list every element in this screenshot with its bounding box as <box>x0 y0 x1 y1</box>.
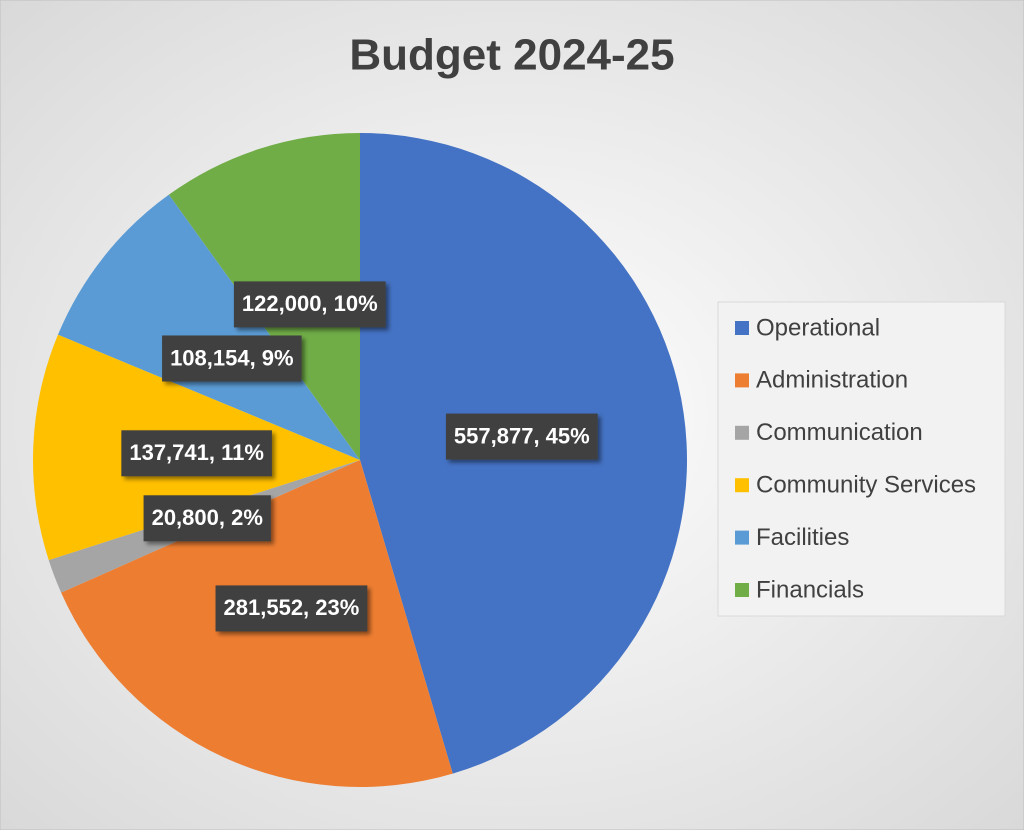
data-label-box <box>215 585 368 632</box>
legend-label: Administration <box>756 367 908 394</box>
legend-swatch <box>735 478 749 493</box>
data-label: 281,552, 23% <box>224 595 360 620</box>
data-label-box <box>121 430 272 477</box>
legend-swatch <box>735 425 749 440</box>
legend-swatch <box>735 530 749 545</box>
data-label-group: 137,741, 11% <box>121 430 272 477</box>
data-label-group: 108,154, 9% <box>162 335 302 382</box>
data-label-group: 122,000, 10% <box>233 281 386 328</box>
legend-label: Operational <box>756 314 880 341</box>
data-label-group: 20,800, 2% <box>143 495 271 542</box>
data-label: 122,000, 10% <box>242 291 378 316</box>
data-label: 557,877, 45% <box>454 423 590 448</box>
chart-title: Budget 2024-25 <box>349 31 674 80</box>
data-label-group: 557,877, 45% <box>445 413 598 460</box>
data-label: 108,154, 9% <box>170 345 294 370</box>
pie-slice <box>57 194 360 461</box>
legend-label: Community Services <box>756 472 976 499</box>
legend-label: Communication <box>756 419 923 446</box>
legend-swatch <box>735 373 749 388</box>
data-label-box <box>162 335 302 382</box>
data-label-group: 281,552, 23% <box>215 585 368 632</box>
data-label: 137,741, 11% <box>129 440 264 465</box>
data-label-box <box>143 495 271 542</box>
legend-swatch <box>735 583 749 597</box>
legend-box <box>717 301 1006 617</box>
data-label-box <box>445 413 598 460</box>
data-label: 20,800, 2% <box>152 505 263 530</box>
data-label-box <box>233 281 386 328</box>
legend-label: Financials <box>756 576 864 603</box>
legend-label: Facilities <box>756 524 849 551</box>
legend-swatch <box>735 321 749 335</box>
